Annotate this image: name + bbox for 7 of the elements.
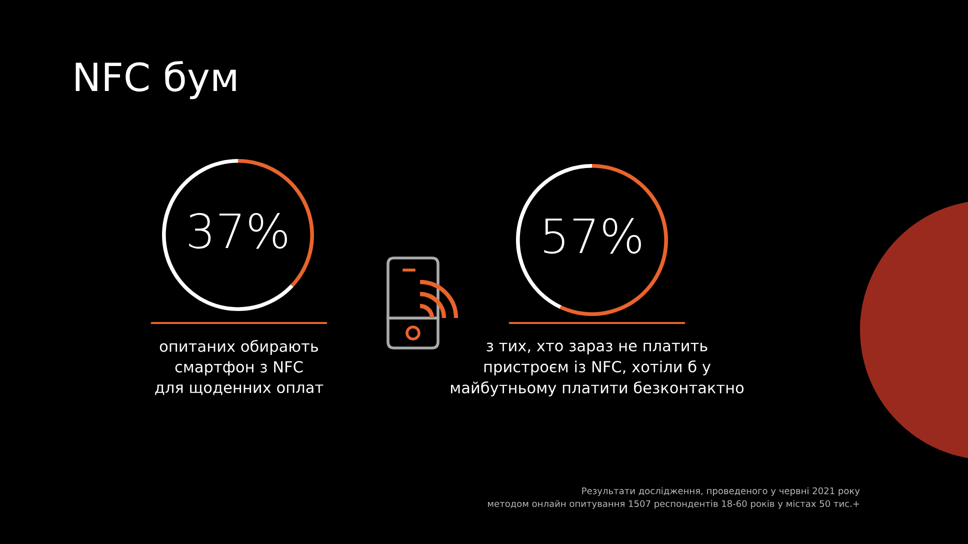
chart-title: NFC бум (76, 60, 236, 100)
text: Результати дослідження, проведеного у червні 2021 року методом онлайн опитування 1507 респондентів 18-60 років у містах 50 тис.+ (488, 487, 860, 509)
data-label: 57% (544, 218, 641, 254)
text: з тих, хто зараз не платить пристроєм із NFC, хотіли б у майбутньому платити безконтактно (450, 342, 744, 396)
text: опитаних обирають смартфон з NFC для щоденних оплат (155, 340, 324, 396)
data-label: 37% (189, 212, 287, 249)
donut-slice (162, 159, 294, 311)
